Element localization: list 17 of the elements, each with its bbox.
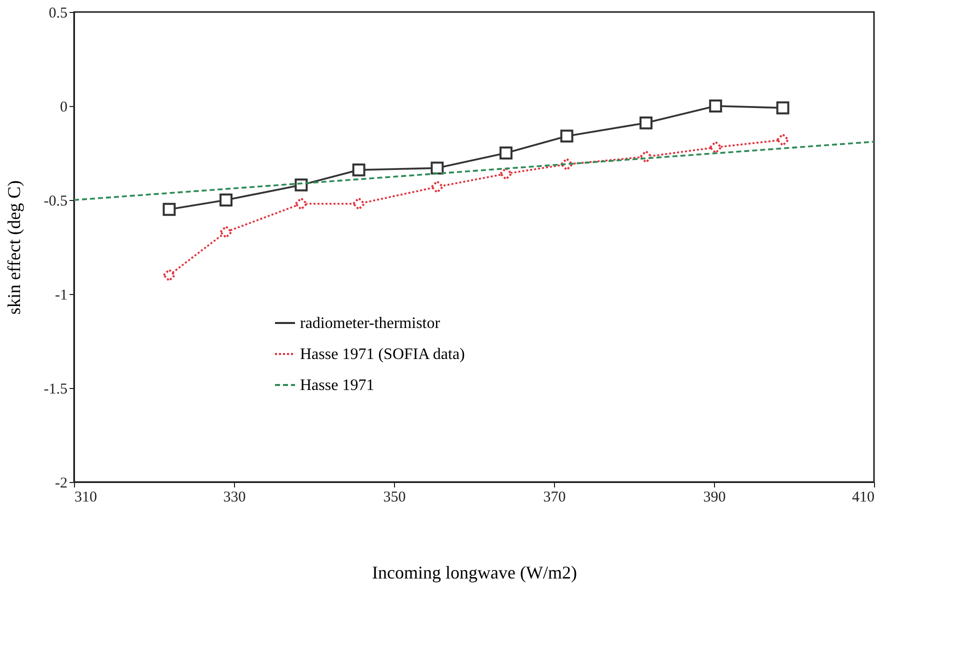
y-tick-label: 0 <box>60 100 68 116</box>
y-axis-title: skin effect (deg C) <box>4 180 24 315</box>
x-tick-label: 350 <box>383 490 406 506</box>
y-tick-label: -0.5 <box>44 194 68 210</box>
y-tick-label: -1 <box>55 288 68 304</box>
legend-label: Hasse 1971 (SOFIA data) <box>300 346 465 363</box>
legend-label: Hasse 1971 <box>300 377 374 394</box>
y-tick-label: 0.5 <box>48 6 68 22</box>
legend-label: radiometer-thermistor <box>300 315 441 332</box>
x-tick-label: 410 <box>852 490 874 506</box>
x-tick-label: 310 <box>74 490 97 506</box>
y-tick-label: -1.5 <box>44 382 68 398</box>
y-tick-label: -2 <box>55 476 68 492</box>
x-tick-label: 390 <box>703 490 726 506</box>
x-tick-label: 370 <box>543 490 566 506</box>
x-axis-title: Incoming longwave (W/m2) <box>372 562 577 582</box>
x-tick-label: 330 <box>223 490 246 506</box>
